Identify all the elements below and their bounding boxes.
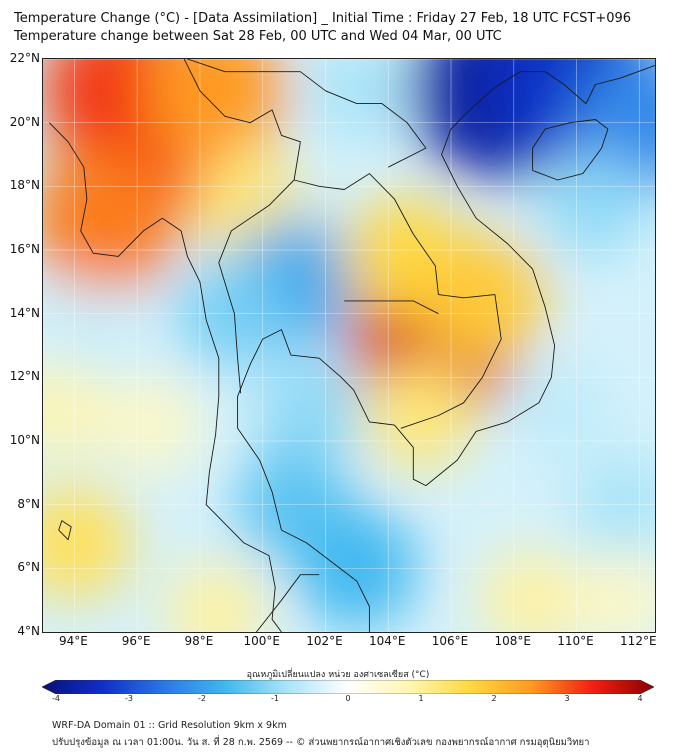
- field-cell-10: [419, 234, 546, 361]
- field-cell-19: [43, 485, 132, 601]
- lat-label: 8°N: [17, 496, 40, 511]
- field-cell-25: [478, 549, 581, 632]
- temperature-map: [42, 58, 656, 633]
- field-cell-15: [540, 150, 645, 255]
- colorbar-tick: 1: [418, 694, 424, 703]
- lon-label: 102°E: [306, 634, 343, 648]
- colorbar-gradient: [42, 680, 654, 694]
- lat-label: 12°N: [9, 369, 40, 384]
- colorbar-tick: 0: [345, 694, 351, 703]
- colorbar: [42, 680, 654, 694]
- lat-label: 6°N: [17, 560, 40, 575]
- lat-label: 22°N: [9, 51, 40, 65]
- outline-6: [344, 300, 439, 315]
- colorbar-tick: -1: [271, 694, 279, 703]
- graticule-layer: [43, 59, 655, 632]
- field-cell-26: [577, 553, 655, 632]
- field-cell-2: [43, 143, 181, 293]
- lon-label: 96°E: [121, 634, 151, 648]
- lat-label: 16°N: [9, 242, 40, 256]
- footer-model-info: WRF-DA Domain 01 :: Grid Resolution 9km …: [52, 720, 287, 731]
- field-cell-27: [45, 284, 136, 375]
- field-cell-16: [307, 59, 406, 140]
- lat-label: 4°N: [17, 624, 40, 638]
- lon-label: 108°E: [494, 634, 532, 648]
- field-cell-22: [165, 562, 267, 632]
- field-cell-21: [106, 378, 200, 472]
- map-title: Temperature Change (°C) - [Data Assimila…: [14, 11, 632, 26]
- lat-label: 18°N: [9, 178, 40, 193]
- outline-0: [48, 122, 282, 632]
- colorbar-tick: -4: [52, 694, 60, 703]
- outline-8: [187, 59, 269, 73]
- lon-label: 112°E: [620, 634, 657, 648]
- lon-label: 100°E: [243, 634, 280, 648]
- colorbar-tick: -2: [198, 694, 206, 703]
- coastline-layer: [48, 59, 655, 632]
- lat-label: 14°N: [9, 305, 40, 320]
- outline-3: [58, 520, 72, 541]
- colorbar-tick: 3: [564, 694, 570, 703]
- outline-5: [218, 179, 295, 394]
- outline-1: [237, 64, 655, 632]
- field-cell-7: [257, 357, 362, 462]
- outline-9: [256, 574, 320, 632]
- field-cell-20: [43, 360, 108, 459]
- lon-label: 110°E: [557, 634, 594, 648]
- colorbar-tick: 4: [637, 694, 643, 703]
- lon-label: 98°E: [184, 634, 214, 648]
- outline-2: [532, 119, 609, 181]
- outline-4: [183, 59, 502, 429]
- colorbar-tick: 2: [491, 694, 497, 703]
- colorbar-tick: -3: [125, 694, 133, 703]
- map-subtitle: Temperature change between Sat 28 Feb, 0…: [14, 29, 502, 44]
- field-cell-23: [514, 362, 608, 456]
- colorbar-label: อุณหภูมิเปลี่ยนแปลง หน่วย องศาเซลเซียส (…: [246, 670, 430, 680]
- field-cell-3: [144, 59, 288, 163]
- field-cell-11: [364, 360, 475, 471]
- footer-credit: ปรับปรุงข้อมูล ณ เวลา 01:00น. วัน ส. ที่…: [52, 737, 590, 748]
- lon-label: 106°E: [431, 634, 469, 648]
- lat-label: 10°N: [9, 433, 40, 447]
- lon-label: 94°E: [58, 634, 88, 648]
- lon-label: 104°E: [368, 634, 406, 648]
- outline-7: [269, 71, 427, 168]
- lat-label: 20°N: [9, 114, 40, 129]
